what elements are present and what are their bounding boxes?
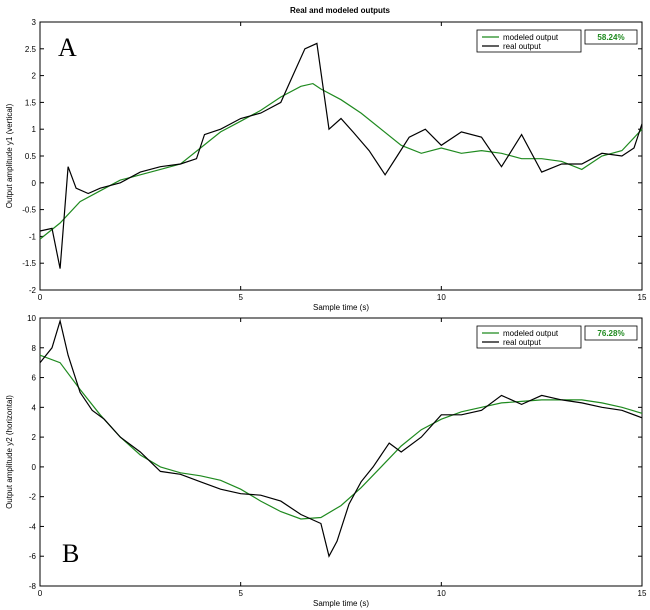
y-tick-label: -4 [29, 522, 37, 531]
y-tick-label: 1.5 [25, 98, 37, 107]
y-tick-label: -0.5 [22, 206, 36, 215]
legend-label: real output [503, 42, 542, 51]
panel-letter: A [58, 33, 77, 62]
y-axis-label: Output amplitude y1 (vertical) [5, 103, 14, 208]
x-tick-label: 5 [238, 293, 243, 302]
y-axis-label: Output amplitude y2 (horizontal) [5, 395, 14, 509]
fit-percentage: 76.28% [597, 329, 624, 338]
chart-title: Real and modeled outputs [290, 6, 391, 15]
real-output-line [39, 42, 643, 269]
x-tick-label: 0 [38, 589, 43, 598]
plot-area [39, 317, 643, 587]
real-output-line [39, 318, 643, 558]
y-tick-label: 10 [27, 314, 36, 323]
y-tick-label: 0 [32, 179, 37, 188]
y-tick-label: 2 [32, 433, 37, 442]
y-tick-label: -2 [29, 493, 37, 502]
y-tick-label: 2 [32, 72, 37, 81]
y-tick-label: 0.5 [25, 152, 37, 161]
y-tick-label: -2 [29, 286, 37, 295]
panel-letter: B [62, 539, 79, 568]
legend-label: modeled output [503, 33, 559, 42]
x-tick-label: 10 [437, 293, 446, 302]
fit-box [584, 325, 638, 341]
y-tick-label: -1 [29, 232, 37, 241]
x-tick-label: 0 [38, 293, 43, 302]
modeled-output-line [39, 354, 643, 520]
x-tick-label: 5 [238, 589, 243, 598]
y-tick-label: 0 [32, 463, 37, 472]
legend-box [476, 325, 582, 349]
x-tick-label: 15 [638, 293, 647, 302]
x-tick-label: 15 [638, 589, 647, 598]
x-axis-label: Sample time (s) [313, 599, 369, 608]
plot-area [39, 21, 643, 291]
y-tick-label: 2.5 [25, 45, 37, 54]
fit-box [584, 29, 638, 45]
legend-box [476, 29, 582, 53]
fit-percentage: 58.24% [597, 33, 624, 42]
x-tick-label: 10 [437, 589, 446, 598]
y-tick-label: 4 [32, 403, 37, 412]
legend-label: modeled output [503, 329, 559, 338]
y-tick-label: 1 [32, 125, 37, 134]
y-tick-label: 8 [32, 344, 37, 353]
modeled-output-line [39, 82, 643, 240]
y-tick-label: -1.5 [22, 259, 36, 268]
x-axis-label: Sample time (s) [313, 303, 369, 312]
y-tick-label: -6 [29, 552, 37, 561]
panel-b: 0 5 10 15 -8 -6 -4 -2 0 2 4 6 8 10 Sample time (s) Outp… [5, 314, 647, 608]
y-tick-label: 3 [32, 18, 37, 27]
legend-label: real output [503, 338, 542, 347]
y-tick-label: -8 [29, 582, 37, 591]
panel-a: 0 5 10 15 -2 -1.5 -1 -0.5 0 0.5 1 1.5 2 2.5 3 Sample ti… [5, 18, 647, 312]
y-tick-label: 6 [32, 374, 37, 383]
